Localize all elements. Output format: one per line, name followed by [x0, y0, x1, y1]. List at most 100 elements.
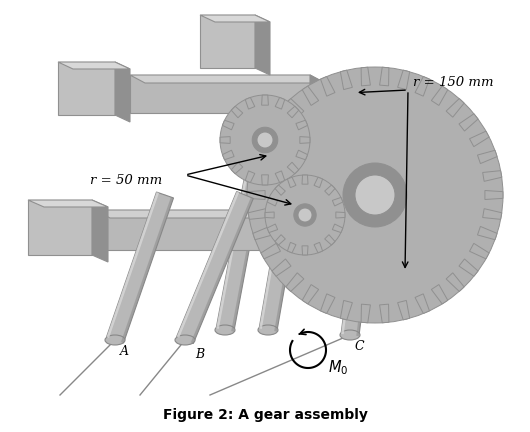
Polygon shape: [483, 171, 502, 181]
Polygon shape: [340, 300, 352, 320]
Polygon shape: [478, 150, 497, 164]
Circle shape: [298, 208, 312, 222]
Polygon shape: [325, 235, 335, 245]
Polygon shape: [361, 304, 370, 323]
Polygon shape: [58, 62, 130, 69]
Polygon shape: [231, 91, 279, 332]
Polygon shape: [485, 191, 503, 200]
Polygon shape: [470, 243, 489, 259]
Polygon shape: [296, 150, 307, 160]
Polygon shape: [216, 88, 279, 332]
Ellipse shape: [105, 335, 125, 345]
Polygon shape: [245, 98, 255, 109]
Ellipse shape: [340, 330, 360, 340]
Polygon shape: [287, 177, 296, 187]
Polygon shape: [336, 212, 345, 218]
Polygon shape: [321, 294, 335, 314]
Polygon shape: [216, 88, 264, 329]
Polygon shape: [231, 106, 243, 118]
Polygon shape: [275, 98, 285, 109]
Polygon shape: [200, 15, 270, 22]
Text: C: C: [355, 340, 365, 353]
Polygon shape: [275, 235, 285, 245]
Polygon shape: [261, 131, 280, 146]
Polygon shape: [325, 185, 335, 195]
Ellipse shape: [258, 325, 278, 335]
Polygon shape: [274, 101, 317, 331]
Polygon shape: [130, 75, 310, 113]
Polygon shape: [262, 95, 268, 105]
Text: B: B: [195, 348, 204, 361]
Polygon shape: [95, 210, 430, 250]
Polygon shape: [245, 171, 255, 183]
Polygon shape: [28, 200, 108, 207]
Ellipse shape: [175, 335, 195, 345]
Circle shape: [252, 127, 278, 153]
Polygon shape: [267, 197, 278, 206]
Polygon shape: [248, 209, 267, 219]
Polygon shape: [287, 162, 299, 174]
Polygon shape: [107, 192, 159, 338]
Polygon shape: [340, 70, 352, 89]
Polygon shape: [314, 177, 323, 187]
Polygon shape: [272, 259, 291, 276]
Polygon shape: [107, 192, 173, 343]
Polygon shape: [296, 120, 307, 130]
Polygon shape: [176, 191, 253, 343]
Polygon shape: [267, 224, 278, 232]
Polygon shape: [58, 62, 115, 115]
Polygon shape: [310, 75, 325, 121]
Polygon shape: [28, 200, 92, 255]
Text: r = 150 mm: r = 150 mm: [413, 76, 493, 89]
Polygon shape: [231, 162, 243, 174]
Polygon shape: [446, 98, 464, 117]
Polygon shape: [459, 114, 478, 131]
Polygon shape: [356, 101, 389, 336]
Circle shape: [294, 204, 316, 226]
Polygon shape: [302, 175, 308, 184]
Polygon shape: [115, 62, 130, 122]
Polygon shape: [321, 76, 335, 96]
Polygon shape: [200, 15, 255, 68]
Polygon shape: [92, 200, 108, 262]
Polygon shape: [259, 98, 302, 329]
Polygon shape: [459, 259, 478, 276]
Polygon shape: [483, 209, 502, 219]
Text: A: A: [120, 345, 129, 358]
Polygon shape: [314, 242, 323, 253]
Polygon shape: [253, 150, 272, 164]
Polygon shape: [430, 210, 445, 258]
Polygon shape: [259, 98, 317, 331]
Circle shape: [343, 163, 407, 227]
Circle shape: [220, 95, 310, 185]
Polygon shape: [287, 106, 299, 118]
Polygon shape: [286, 98, 304, 117]
Polygon shape: [287, 242, 296, 253]
Circle shape: [355, 175, 395, 215]
Polygon shape: [341, 99, 374, 334]
Polygon shape: [398, 70, 410, 89]
Polygon shape: [300, 137, 310, 143]
Polygon shape: [255, 15, 270, 75]
Circle shape: [265, 175, 345, 255]
Polygon shape: [415, 76, 429, 96]
Polygon shape: [95, 210, 445, 218]
Polygon shape: [332, 224, 343, 232]
Polygon shape: [398, 300, 410, 320]
Text: r = 50 mm: r = 50 mm: [90, 174, 162, 187]
Polygon shape: [431, 285, 448, 304]
Polygon shape: [470, 131, 489, 146]
Text: Figure 2: A gear assembly: Figure 2: A gear assembly: [163, 408, 367, 422]
Ellipse shape: [215, 325, 235, 335]
Polygon shape: [272, 114, 291, 131]
Polygon shape: [275, 171, 285, 183]
Polygon shape: [415, 294, 429, 314]
Polygon shape: [130, 75, 325, 83]
Polygon shape: [223, 120, 234, 130]
Polygon shape: [478, 226, 497, 240]
Polygon shape: [220, 137, 230, 143]
Polygon shape: [345, 205, 480, 243]
Circle shape: [247, 67, 503, 323]
Polygon shape: [253, 226, 272, 240]
Polygon shape: [265, 212, 274, 218]
